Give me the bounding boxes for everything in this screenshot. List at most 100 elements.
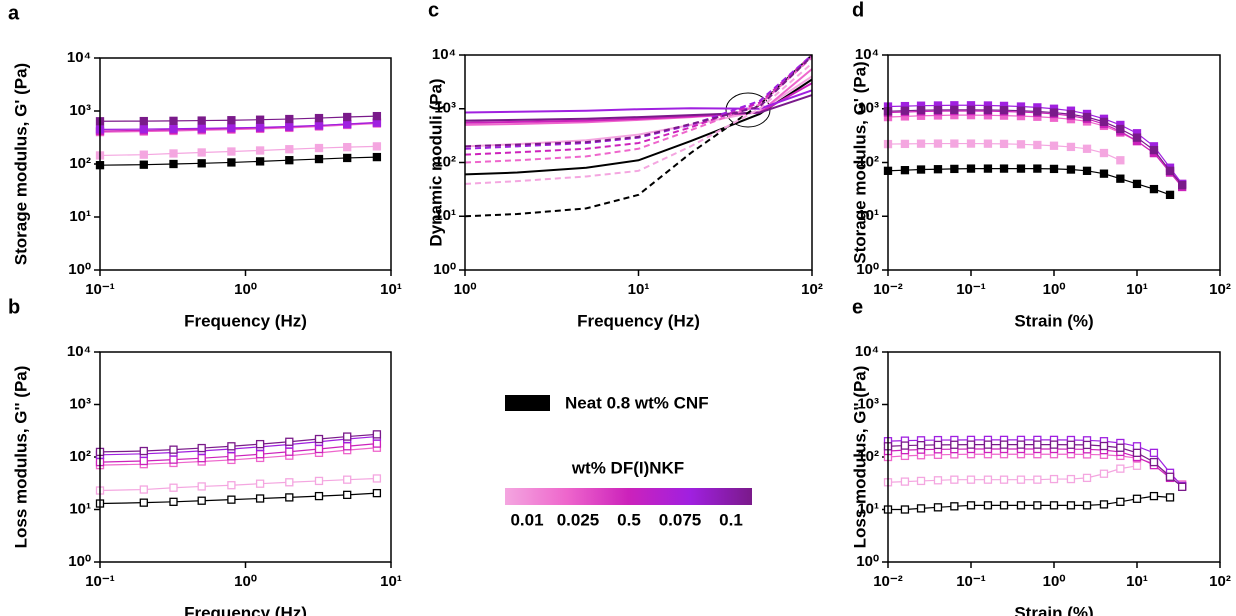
y-tick-label: 10¹ bbox=[857, 500, 879, 517]
data-point bbox=[1066, 474, 1076, 484]
data-point bbox=[139, 446, 148, 456]
data-point bbox=[1116, 124, 1125, 134]
series-line bbox=[464, 94, 813, 122]
data-point bbox=[314, 491, 324, 501]
data-point bbox=[1116, 464, 1125, 473]
data-point bbox=[1099, 441, 1109, 451]
panel-label: b bbox=[8, 296, 20, 318]
data-point bbox=[169, 445, 178, 454]
data-point bbox=[1066, 501, 1076, 510]
data-point bbox=[139, 116, 148, 126]
plot-frame bbox=[464, 54, 813, 271]
data-point bbox=[285, 478, 294, 487]
data-point bbox=[1165, 190, 1175, 200]
series-line bbox=[99, 447, 377, 466]
y-tick-label: 10⁴ bbox=[855, 343, 879, 360]
data-point bbox=[916, 441, 926, 450]
data-point bbox=[950, 502, 959, 511]
series-line bbox=[888, 495, 1171, 511]
y-axis-title: Loss modulus, G'' (Pa) bbox=[11, 366, 30, 549]
y-tick-label: 10² bbox=[857, 448, 879, 465]
x-tick-label: 10¹ bbox=[380, 281, 402, 298]
plot-frame bbox=[887, 351, 1221, 563]
data-point bbox=[285, 493, 294, 502]
data-point bbox=[916, 504, 926, 513]
data-point bbox=[1132, 448, 1142, 457]
y-tick-label: 10⁰ bbox=[433, 261, 456, 278]
data-point bbox=[1099, 148, 1109, 158]
data-point bbox=[1016, 106, 1026, 115]
panel-label: e bbox=[852, 296, 863, 318]
data-point bbox=[966, 501, 976, 510]
data-point bbox=[1132, 133, 1142, 142]
data-point bbox=[197, 482, 206, 491]
data-point bbox=[1178, 180, 1187, 190]
y-tick-label: 10¹ bbox=[69, 500, 91, 517]
data-point bbox=[900, 166, 910, 175]
data-point bbox=[1049, 164, 1059, 174]
data-point bbox=[343, 490, 352, 500]
data-point bbox=[227, 495, 236, 504]
data-point bbox=[314, 113, 324, 123]
data-point bbox=[999, 139, 1009, 149]
x-tick-label: 10² bbox=[801, 281, 823, 298]
data-point bbox=[950, 105, 959, 114]
data-point bbox=[197, 454, 206, 463]
data-point bbox=[1082, 473, 1092, 483]
data-point bbox=[169, 124, 178, 133]
data-point bbox=[255, 439, 265, 449]
colorbar-label: 0.01 bbox=[510, 510, 543, 529]
data-point bbox=[343, 475, 352, 484]
x-tick-label: 10¹ bbox=[380, 573, 402, 590]
data-point bbox=[169, 483, 178, 492]
data-point bbox=[255, 157, 265, 166]
data-point bbox=[314, 121, 324, 130]
y-tick-label: 10³ bbox=[857, 100, 879, 117]
series-line bbox=[887, 168, 1171, 196]
x-axis-title: Strain (%) bbox=[1014, 603, 1093, 616]
panel-label: a bbox=[8, 2, 20, 24]
panel-label: d bbox=[852, 0, 864, 21]
data-point bbox=[1049, 108, 1059, 117]
series-line bbox=[99, 492, 377, 505]
series-line bbox=[99, 156, 377, 166]
data-point bbox=[139, 124, 148, 134]
colorbar-label: 0.1 bbox=[719, 510, 743, 529]
x-tick-label: 10⁰ bbox=[1043, 281, 1066, 298]
colorbar-title: wt% DF(I)NKF bbox=[571, 458, 684, 477]
x-axis-title: Frequency (Hz) bbox=[577, 311, 700, 330]
data-point bbox=[1016, 164, 1026, 173]
x-axis-title: Frequency (Hz) bbox=[184, 311, 307, 330]
x-tick-label: 10² bbox=[1209, 573, 1231, 590]
data-point bbox=[1099, 500, 1109, 509]
data-point bbox=[372, 439, 382, 448]
y-axis-title: Dynamic moduli (Pa) bbox=[426, 78, 445, 246]
data-point bbox=[314, 476, 324, 486]
data-point bbox=[1116, 443, 1125, 452]
x-axis-title: Frequency (Hz) bbox=[184, 603, 307, 616]
data-point bbox=[139, 485, 148, 494]
data-point bbox=[1033, 140, 1042, 150]
data-point bbox=[1049, 501, 1059, 510]
data-point bbox=[950, 475, 959, 484]
data-point bbox=[227, 147, 236, 156]
data-point bbox=[197, 124, 206, 133]
data-point bbox=[1116, 174, 1125, 183]
data-point bbox=[1149, 491, 1159, 501]
data-point bbox=[916, 165, 926, 174]
data-point bbox=[1066, 110, 1076, 119]
y-tick-label: 10⁰ bbox=[68, 553, 91, 570]
data-point bbox=[227, 481, 236, 490]
data-point bbox=[900, 505, 910, 514]
data-point bbox=[1116, 156, 1125, 165]
data-point bbox=[255, 450, 265, 459]
x-tick-label: 10⁻² bbox=[873, 573, 903, 590]
data-point bbox=[1165, 166, 1175, 175]
data-point bbox=[1149, 457, 1159, 467]
data-point bbox=[1016, 501, 1026, 510]
data-point bbox=[343, 432, 352, 441]
series-line bbox=[99, 443, 377, 463]
data-point bbox=[950, 440, 959, 449]
data-point bbox=[343, 153, 352, 163]
